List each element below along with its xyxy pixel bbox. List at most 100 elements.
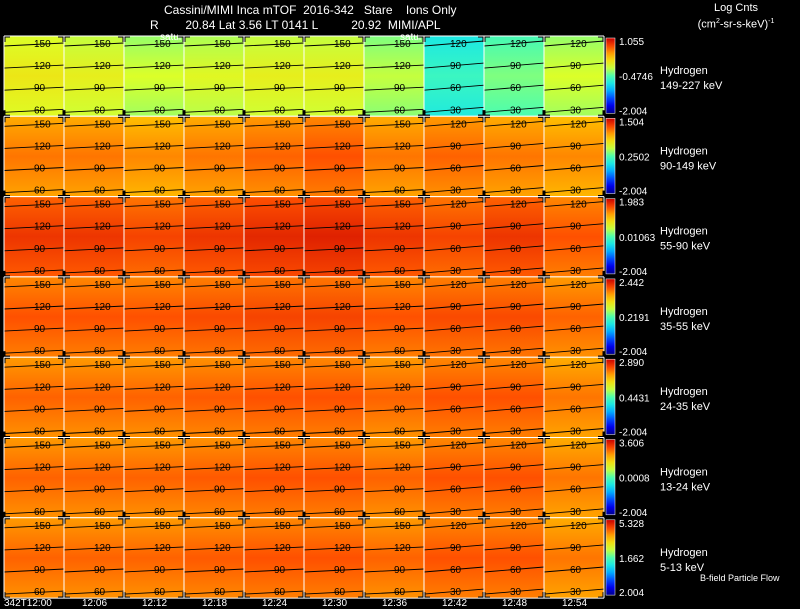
contour-line [63,349,125,354]
contour-label: 120 [214,463,231,474]
contour-label: 90 [334,83,346,94]
contour-line [183,283,245,288]
contour-line [543,165,605,171]
time-tick-label: 12:18 [202,598,227,609]
contour-line [63,524,125,529]
contour-line [423,201,485,208]
contour-line [423,405,485,412]
contour-label: 60 [154,507,166,518]
image-frame-2-3 [184,196,244,277]
image-frame-1-2 [124,116,184,197]
contour-label: 60 [394,427,406,438]
contour-label: 150 [34,39,51,50]
contour-label: 120 [154,141,171,152]
band-species-label: Hydrogen [660,226,708,238]
contour-label: 120 [394,222,411,233]
contour-line [543,325,605,332]
contour-line [483,62,545,69]
contour-label: 30 [570,346,582,357]
image-frame-1-9 [544,116,604,197]
contour-line [543,405,605,412]
image-frame-6-1 [64,517,124,599]
image-frame-1-0 [4,116,64,197]
time-tick-label: 12:30 [322,598,347,609]
contour-label: 150 [154,119,171,130]
contour-line [303,86,365,91]
colorbar-6 [605,519,616,596]
band-species-label: Hydrogen [660,145,708,157]
contour-line [123,444,185,448]
contour-label: 30 [570,186,582,197]
contour-line [243,189,305,194]
contour-line [63,430,125,434]
contour-label: 90 [570,543,582,554]
image-frame-1-5 [304,116,364,197]
contour-line [303,568,365,573]
contour-line [423,325,485,332]
contour-label: 120 [450,441,467,452]
image-frame-2-7 [424,196,484,277]
contour-line [483,428,545,434]
contour-line [183,108,245,113]
contour-line [303,430,365,434]
colorbar-max-label: 1.504 [619,117,644,128]
contour-label: 30 [510,346,522,357]
contour-line [123,283,185,288]
contour-line [423,165,485,171]
contour-line [483,245,545,252]
contour-label: 90 [154,83,166,94]
contour-label: 150 [214,200,231,211]
contour-line [63,466,125,471]
contour-label: 120 [214,382,231,393]
contour-label: 150 [214,280,231,291]
contour-label: 60 [34,266,46,277]
contour-label: 120 [570,521,587,532]
contour-line [183,385,245,390]
image-frame-2-9 [544,196,604,277]
colorbar-max-label: 1.983 [619,198,644,209]
image-frame-6-4 [244,517,304,599]
contour-label: 120 [34,222,51,233]
contour-line [483,486,545,493]
contour-line [543,303,605,310]
contour-label: 120 [214,222,231,233]
contour-label: 90 [34,565,46,576]
contour-line [363,444,425,448]
contour-label: 90 [394,83,406,94]
image-frame-0-0 [4,36,64,117]
contour-label: 150 [274,360,291,371]
contour-label: 90 [450,382,462,393]
image-frame-5-1 [64,437,124,518]
contour-line [243,430,305,434]
contour-label: 60 [154,427,166,438]
contour-line [63,363,125,368]
contour-line [243,42,305,47]
contour-line [303,269,365,274]
contour-label: 150 [214,521,231,532]
contour-label: 30 [450,587,462,598]
colorbar-max-label: 3.606 [619,439,644,450]
contour-label: 120 [94,382,111,393]
image-frame-5-9 [544,437,604,518]
contour-line [483,566,545,573]
contour-line [423,120,485,127]
contour-label: 150 [154,441,171,452]
contour-label: 150 [214,360,231,371]
contour-label: 120 [450,280,467,291]
contour-line [303,524,365,529]
contour-line [543,267,605,274]
contour-label: 120 [154,302,171,313]
contour-label: 150 [154,200,171,211]
saturn-label: saturn [400,32,428,43]
contour-label: 60 [334,507,346,518]
contour-label: 150 [274,200,291,211]
contour-line [63,86,125,91]
contour-label: 60 [394,587,406,598]
contour-line [63,305,125,310]
contour-line [63,144,125,149]
contour-label: 120 [450,39,467,50]
contour-label: 30 [510,587,522,598]
contour-line [3,488,65,493]
image-frame-3-5 [304,276,364,358]
contour-label: 60 [394,105,406,116]
